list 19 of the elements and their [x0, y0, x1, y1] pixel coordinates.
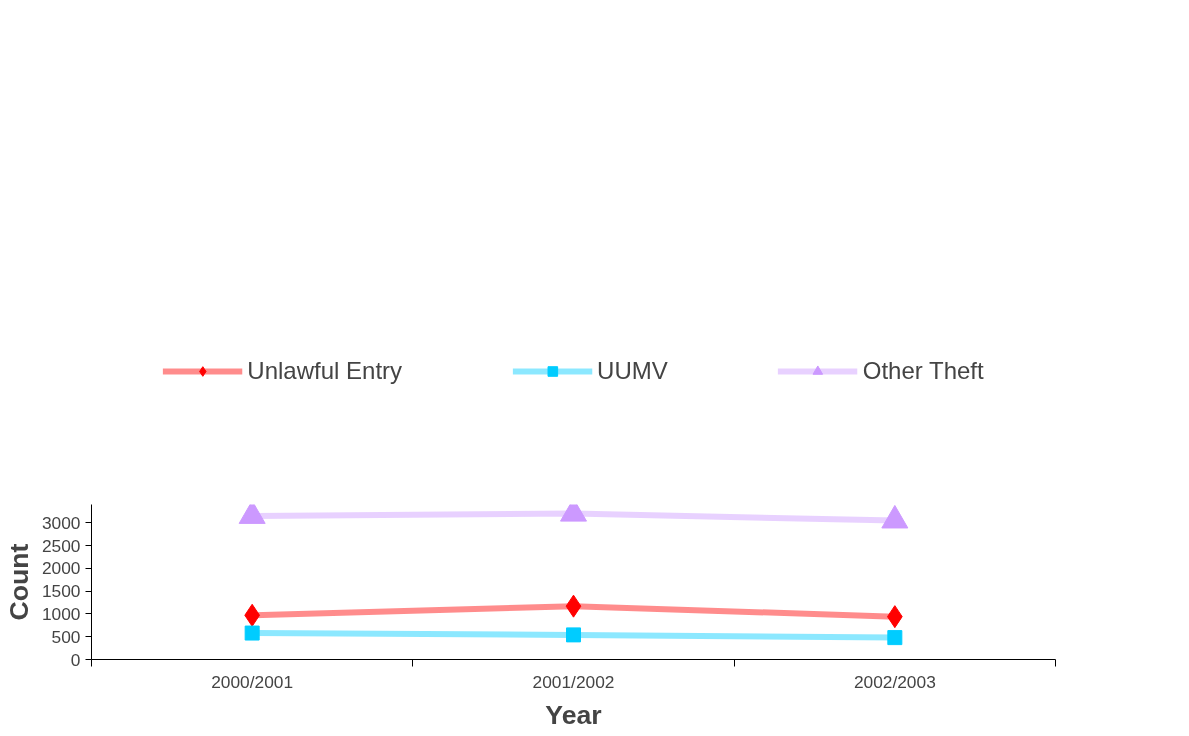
point [244, 625, 260, 641]
point [887, 630, 903, 646]
y-tick-label: 2000 [41, 558, 81, 579]
y-tick-label: 500 [51, 626, 81, 647]
point [565, 594, 582, 618]
y-tick-label: 3000 [41, 512, 81, 533]
legend-label: UUMV [597, 357, 668, 385]
y-tick-label: 2500 [41, 535, 81, 556]
y-tick-label: 0 [70, 649, 81, 670]
y-tick-label: 1500 [41, 581, 81, 602]
y-tick-label: 1000 [41, 603, 81, 624]
legend-label: Other Theft [862, 357, 984, 385]
x-tick-label: 2002/2003 [853, 671, 936, 692]
legend-label: Unlawful Entry [247, 357, 403, 385]
x-axis-title: Year [545, 699, 602, 730]
point [566, 627, 581, 643]
x-tick-label: 2001/2002 [532, 671, 615, 692]
x-tick-label: 2000/2001 [211, 671, 294, 692]
y-axis-title: Count [3, 543, 34, 621]
